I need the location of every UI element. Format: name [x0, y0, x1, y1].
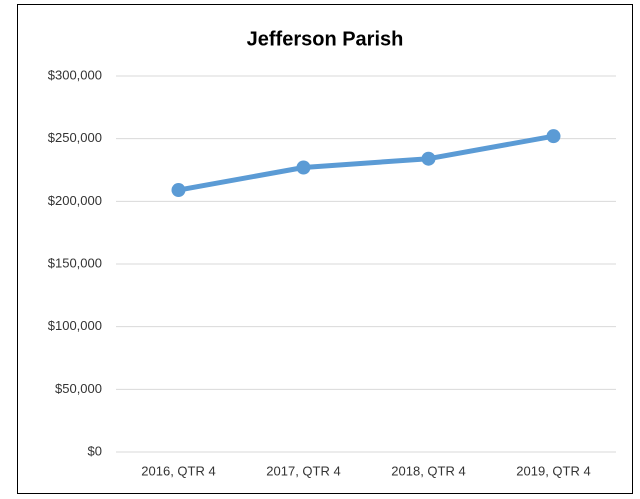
series-line	[176, 133, 556, 193]
x-tick-label: 2016, QTR 4	[141, 463, 215, 478]
chart-frame	[17, 4, 633, 494]
y-tick-label: $150,000	[48, 255, 102, 270]
y-tick-label: $50,000	[55, 381, 102, 396]
chart-title: Jefferson Parish	[247, 28, 404, 50]
y-tick-label: $300,000	[48, 67, 102, 82]
data-point	[546, 129, 561, 144]
y-tick-label: $200,000	[48, 193, 102, 208]
x-tick-label: 2019, QTR 4	[516, 463, 590, 478]
data-point	[421, 151, 436, 166]
x-tick-label: 2017, QTR 4	[266, 463, 340, 478]
y-tick-label: $250,000	[48, 130, 102, 145]
x-tick-label: 2018, QTR 4	[391, 463, 465, 478]
data-point	[296, 160, 311, 175]
y-tick-label: $0	[88, 443, 102, 458]
y-tick-label: $100,000	[48, 318, 102, 333]
data-point	[171, 183, 186, 198]
